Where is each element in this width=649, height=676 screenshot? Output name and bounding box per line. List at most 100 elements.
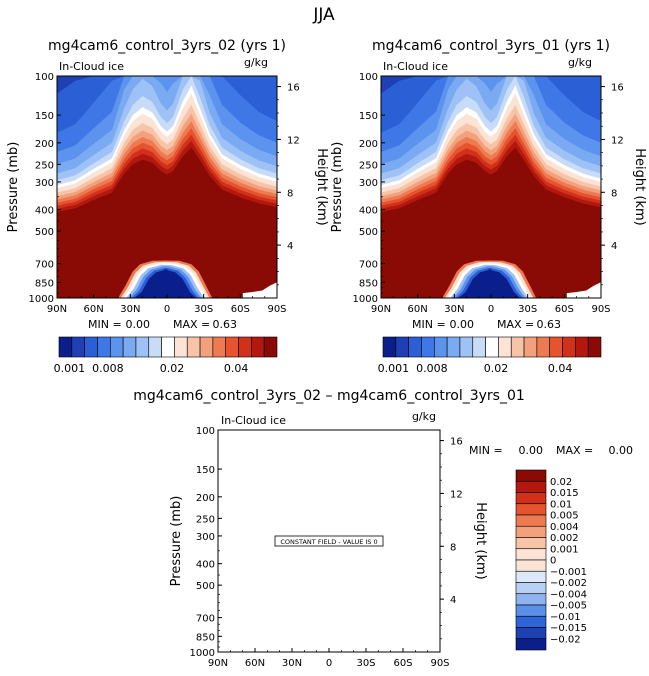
y-tick-label: 1000 [29, 294, 54, 305]
panel-a-y-ticks: 100 150 200 250 300 400 500 700 850 1000 [29, 72, 61, 305]
colorbar-swatch [549, 336, 563, 358]
colorbar-label: −0.004 [550, 589, 587, 600]
y-tick-label: 500 [35, 227, 54, 238]
y-tick-label: 250 [359, 160, 378, 171]
colorbar-swatch [84, 336, 98, 358]
y2-tick-label: 4 [287, 241, 293, 252]
panel-a-min-label: MIN = [88, 318, 122, 331]
colorbar-swatch [515, 480, 547, 493]
colorbar-swatch [523, 336, 538, 358]
panel-b-y2label: Height (km) [632, 148, 647, 225]
panel-c-min-value: 0.00 [519, 444, 544, 457]
panel-c-min-label: MIN = [469, 444, 503, 457]
y-tick-label: 150 [359, 111, 378, 122]
y2-tick-label: 12 [287, 135, 300, 146]
x-tick-label: 60N [408, 304, 428, 315]
y-tick-label: 850 [35, 278, 54, 289]
colorbar-label: 0.001 [550, 544, 579, 555]
colorbar-swatch [135, 336, 150, 358]
y-tick-label: 200 [359, 139, 378, 150]
colorbar-label: 0 [550, 556, 556, 567]
panel-b-ylabel: Pressure (mb) [330, 142, 345, 233]
colorbar-swatch [515, 570, 547, 583]
panel-a-y2label: Height (km) [314, 148, 329, 225]
surface-mask [566, 282, 601, 298]
panel-a-heatmap [57, 76, 277, 298]
colorbar-swatch [575, 336, 589, 358]
panel-c-ylabel: Pressure (mb) [169, 496, 184, 587]
panel-c-field: In-Cloud ice [221, 414, 286, 427]
panel-a-ylabel: Pressure (mb) [6, 142, 21, 233]
panel-b-x-ticks: 90N 60N 30N 0 30S 60S 90S [371, 294, 611, 315]
colorbar-label: 0.005 [550, 511, 579, 522]
hump-band-6 [134, 268, 197, 298]
x-tick-label: 60S [555, 304, 574, 315]
y2-tick-label: 8 [287, 188, 293, 199]
colorbar-swatch [515, 627, 547, 640]
colorbar-swatch [515, 492, 547, 505]
y2-tick-label: 4 [450, 595, 456, 606]
panel-b-min-label: MIN = [412, 318, 446, 331]
x-tick-label: 90N [208, 658, 228, 669]
x-tick-label: 0 [164, 304, 170, 315]
colorbar-swatch [186, 336, 201, 358]
colorbar-swatch [515, 469, 547, 482]
y2-tick-label: 12 [450, 489, 463, 500]
x-tick-label: 60N [245, 658, 265, 669]
band-red-7 [57, 147, 277, 298]
y-tick-label: 150 [196, 465, 215, 476]
panel-c-max-label: MAX = [556, 444, 593, 457]
y-tick-label: 100 [35, 72, 54, 83]
panel-c-y2-ticks: 4 8 12 16 [440, 437, 463, 640]
colorbar-swatch [395, 336, 409, 358]
x-tick-label: 90S [430, 658, 449, 669]
x-tick-label: 30N [120, 304, 140, 315]
y-tick-label: 400 [196, 560, 215, 571]
panel-a-contours [57, 76, 277, 298]
panel-a-y2-ticks: 4 8 12 16 [277, 83, 300, 286]
x-tick-label: 0 [488, 304, 494, 315]
colorbar-swatch [433, 336, 448, 358]
panel-b: mg4cam6_control_3yrs_01 (yrs 1) In-Cloud… [330, 38, 647, 375]
y-tick-label: 100 [359, 72, 378, 83]
colorbar-label: 0.008 [416, 362, 448, 375]
colorbar-label: 0.004 [550, 522, 579, 533]
y-tick-label: 300 [35, 178, 54, 189]
colorbar-swatch [446, 336, 461, 358]
x-tick-label: 0 [326, 658, 332, 669]
panel-a-max-label: MAX = [173, 318, 210, 331]
panel-a-max-value: 0.63 [213, 318, 238, 331]
y-tick-label: 1000 [190, 648, 215, 659]
x-tick-label: 90N [371, 304, 391, 315]
y-tick-label: 200 [196, 493, 215, 504]
panel-b-title: mg4cam6_control_3yrs_01 (yrs 1) [372, 38, 610, 54]
y-tick-label: 1000 [353, 294, 378, 305]
colorbar-swatch [97, 336, 111, 358]
colorbar-label: 0.008 [92, 362, 124, 375]
panel-a-x-ticks: 90N 60N 30N 0 30S 60S 90S [47, 294, 287, 315]
y-tick-label: 100 [196, 426, 215, 437]
y2-tick-label: 8 [611, 188, 617, 199]
colorbar-label: −0.002 [550, 578, 587, 589]
x-tick-label: 60S [231, 304, 250, 315]
colorbar-swatch [459, 336, 474, 358]
colorbar-label: −0.02 [550, 634, 581, 645]
panel-c-title: mg4cam6_control_3yrs_02 – mg4cam6_contro… [133, 388, 525, 404]
panel-b-field: In-Cloud ice [383, 60, 448, 73]
colorbar-swatch [238, 336, 252, 358]
colorbar-label: 0.01 [550, 499, 572, 510]
colorbar-swatch [408, 336, 422, 358]
colorbar-swatch [109, 336, 124, 358]
y-tick-label: 700 [359, 260, 378, 271]
figure-title: JJA [312, 5, 335, 25]
colorbar-swatch [161, 336, 175, 358]
colorbar-swatch [515, 593, 547, 606]
panel-b-contours [381, 76, 601, 298]
panel-b-y2-ticks: 4 8 12 16 [601, 83, 624, 286]
y-tick-label: 150 [35, 111, 54, 122]
colorbar-swatch [515, 514, 547, 527]
panel-a-units: g/kg [244, 56, 268, 69]
colorbar-swatch [515, 525, 547, 538]
colorbar-swatch [122, 336, 137, 358]
panel-b-min-value: 0.00 [450, 318, 475, 331]
